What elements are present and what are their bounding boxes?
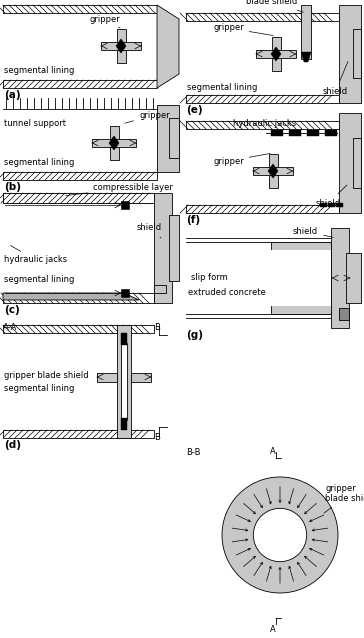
Polygon shape: [301, 52, 311, 62]
Bar: [301, 5, 311, 59]
Text: extruded concrete: extruded concrete: [188, 288, 266, 297]
Text: B: B: [154, 323, 160, 332]
Bar: [157, 105, 179, 172]
Polygon shape: [3, 293, 139, 300]
Bar: [169, 118, 179, 158]
Bar: [339, 308, 349, 320]
Text: (f): (f): [186, 215, 200, 225]
Text: slip form: slip form: [191, 273, 228, 282]
Polygon shape: [268, 164, 278, 178]
Bar: [92, 139, 136, 147]
Text: A: A: [270, 625, 276, 634]
Text: (b): (b): [4, 182, 21, 192]
Bar: [253, 167, 293, 175]
Bar: [339, 113, 361, 213]
Text: gripper: gripper: [213, 154, 270, 165]
Text: tunnel support: tunnel support: [4, 119, 66, 128]
Bar: [325, 130, 337, 136]
Bar: [3, 80, 157, 88]
Bar: [186, 95, 339, 103]
Bar: [272, 37, 281, 50]
Text: gripper
blade shield: gripper blade shield: [324, 484, 364, 513]
Text: hydraulic jacks: hydraulic jacks: [4, 246, 67, 265]
Bar: [186, 121, 339, 129]
Bar: [3, 325, 154, 333]
Text: (c): (c): [4, 305, 20, 315]
Text: hydraulic jacks: hydraulic jacks: [233, 119, 296, 133]
Bar: [3, 193, 154, 203]
Bar: [101, 42, 141, 50]
Circle shape: [222, 477, 338, 593]
Bar: [3, 293, 154, 303]
Bar: [269, 175, 278, 188]
Bar: [186, 205, 339, 213]
Bar: [3, 193, 154, 203]
Text: gripper blade shield: gripper blade shield: [4, 371, 88, 380]
Polygon shape: [109, 136, 119, 150]
Bar: [271, 130, 283, 136]
Text: shield: shield: [293, 226, 333, 237]
Text: shield: shield: [316, 185, 347, 207]
Bar: [121, 289, 129, 297]
Bar: [307, 130, 319, 136]
Bar: [353, 29, 361, 78]
Text: gripper: gripper: [125, 110, 170, 123]
Text: (e): (e): [186, 105, 203, 115]
Bar: [3, 172, 157, 180]
Bar: [121, 201, 129, 209]
Bar: [269, 154, 278, 167]
Bar: [328, 203, 335, 207]
Bar: [271, 250, 331, 306]
Bar: [3, 5, 157, 13]
Bar: [339, 5, 361, 103]
Text: segmental lining: segmental lining: [4, 275, 74, 284]
Text: gripper: gripper: [213, 24, 273, 36]
Bar: [289, 130, 301, 136]
Text: blade shield: blade shield: [246, 0, 303, 12]
Bar: [121, 333, 127, 345]
Bar: [272, 58, 281, 71]
Text: A-A: A-A: [3, 323, 17, 332]
Text: (a): (a): [4, 90, 21, 100]
Polygon shape: [271, 47, 281, 61]
Bar: [3, 430, 154, 438]
Text: segmental lining: segmental lining: [4, 384, 74, 393]
Bar: [336, 203, 343, 207]
Bar: [169, 215, 179, 281]
Text: shield: shield: [137, 223, 162, 238]
Bar: [110, 147, 119, 160]
Bar: [110, 126, 119, 139]
Bar: [117, 29, 126, 42]
Text: (g): (g): [186, 330, 203, 340]
Text: (d): (d): [4, 440, 21, 450]
Bar: [186, 13, 339, 21]
Bar: [256, 50, 296, 58]
Text: segmental lining: segmental lining: [187, 83, 257, 92]
Bar: [271, 242, 331, 314]
Bar: [3, 203, 154, 293]
Bar: [353, 138, 361, 188]
Text: segmental lining: segmental lining: [4, 66, 74, 75]
Text: B-B: B-B: [186, 448, 201, 457]
Text: gripper: gripper: [89, 15, 120, 28]
Bar: [346, 253, 361, 303]
Circle shape: [253, 508, 307, 561]
Polygon shape: [157, 5, 179, 88]
Bar: [117, 325, 131, 438]
Text: shield: shield: [323, 61, 348, 96]
Bar: [320, 203, 327, 207]
Bar: [121, 343, 127, 420]
Polygon shape: [116, 39, 126, 53]
Bar: [331, 228, 349, 328]
Bar: [154, 285, 166, 293]
Text: segmental lining: segmental lining: [4, 158, 74, 167]
Bar: [131, 373, 151, 382]
Bar: [154, 193, 172, 303]
Text: compressible layer: compressible layer: [66, 182, 173, 196]
Text: A: A: [270, 447, 276, 456]
Bar: [121, 418, 127, 430]
Bar: [117, 50, 126, 63]
Text: B: B: [154, 433, 160, 442]
Bar: [97, 373, 117, 382]
